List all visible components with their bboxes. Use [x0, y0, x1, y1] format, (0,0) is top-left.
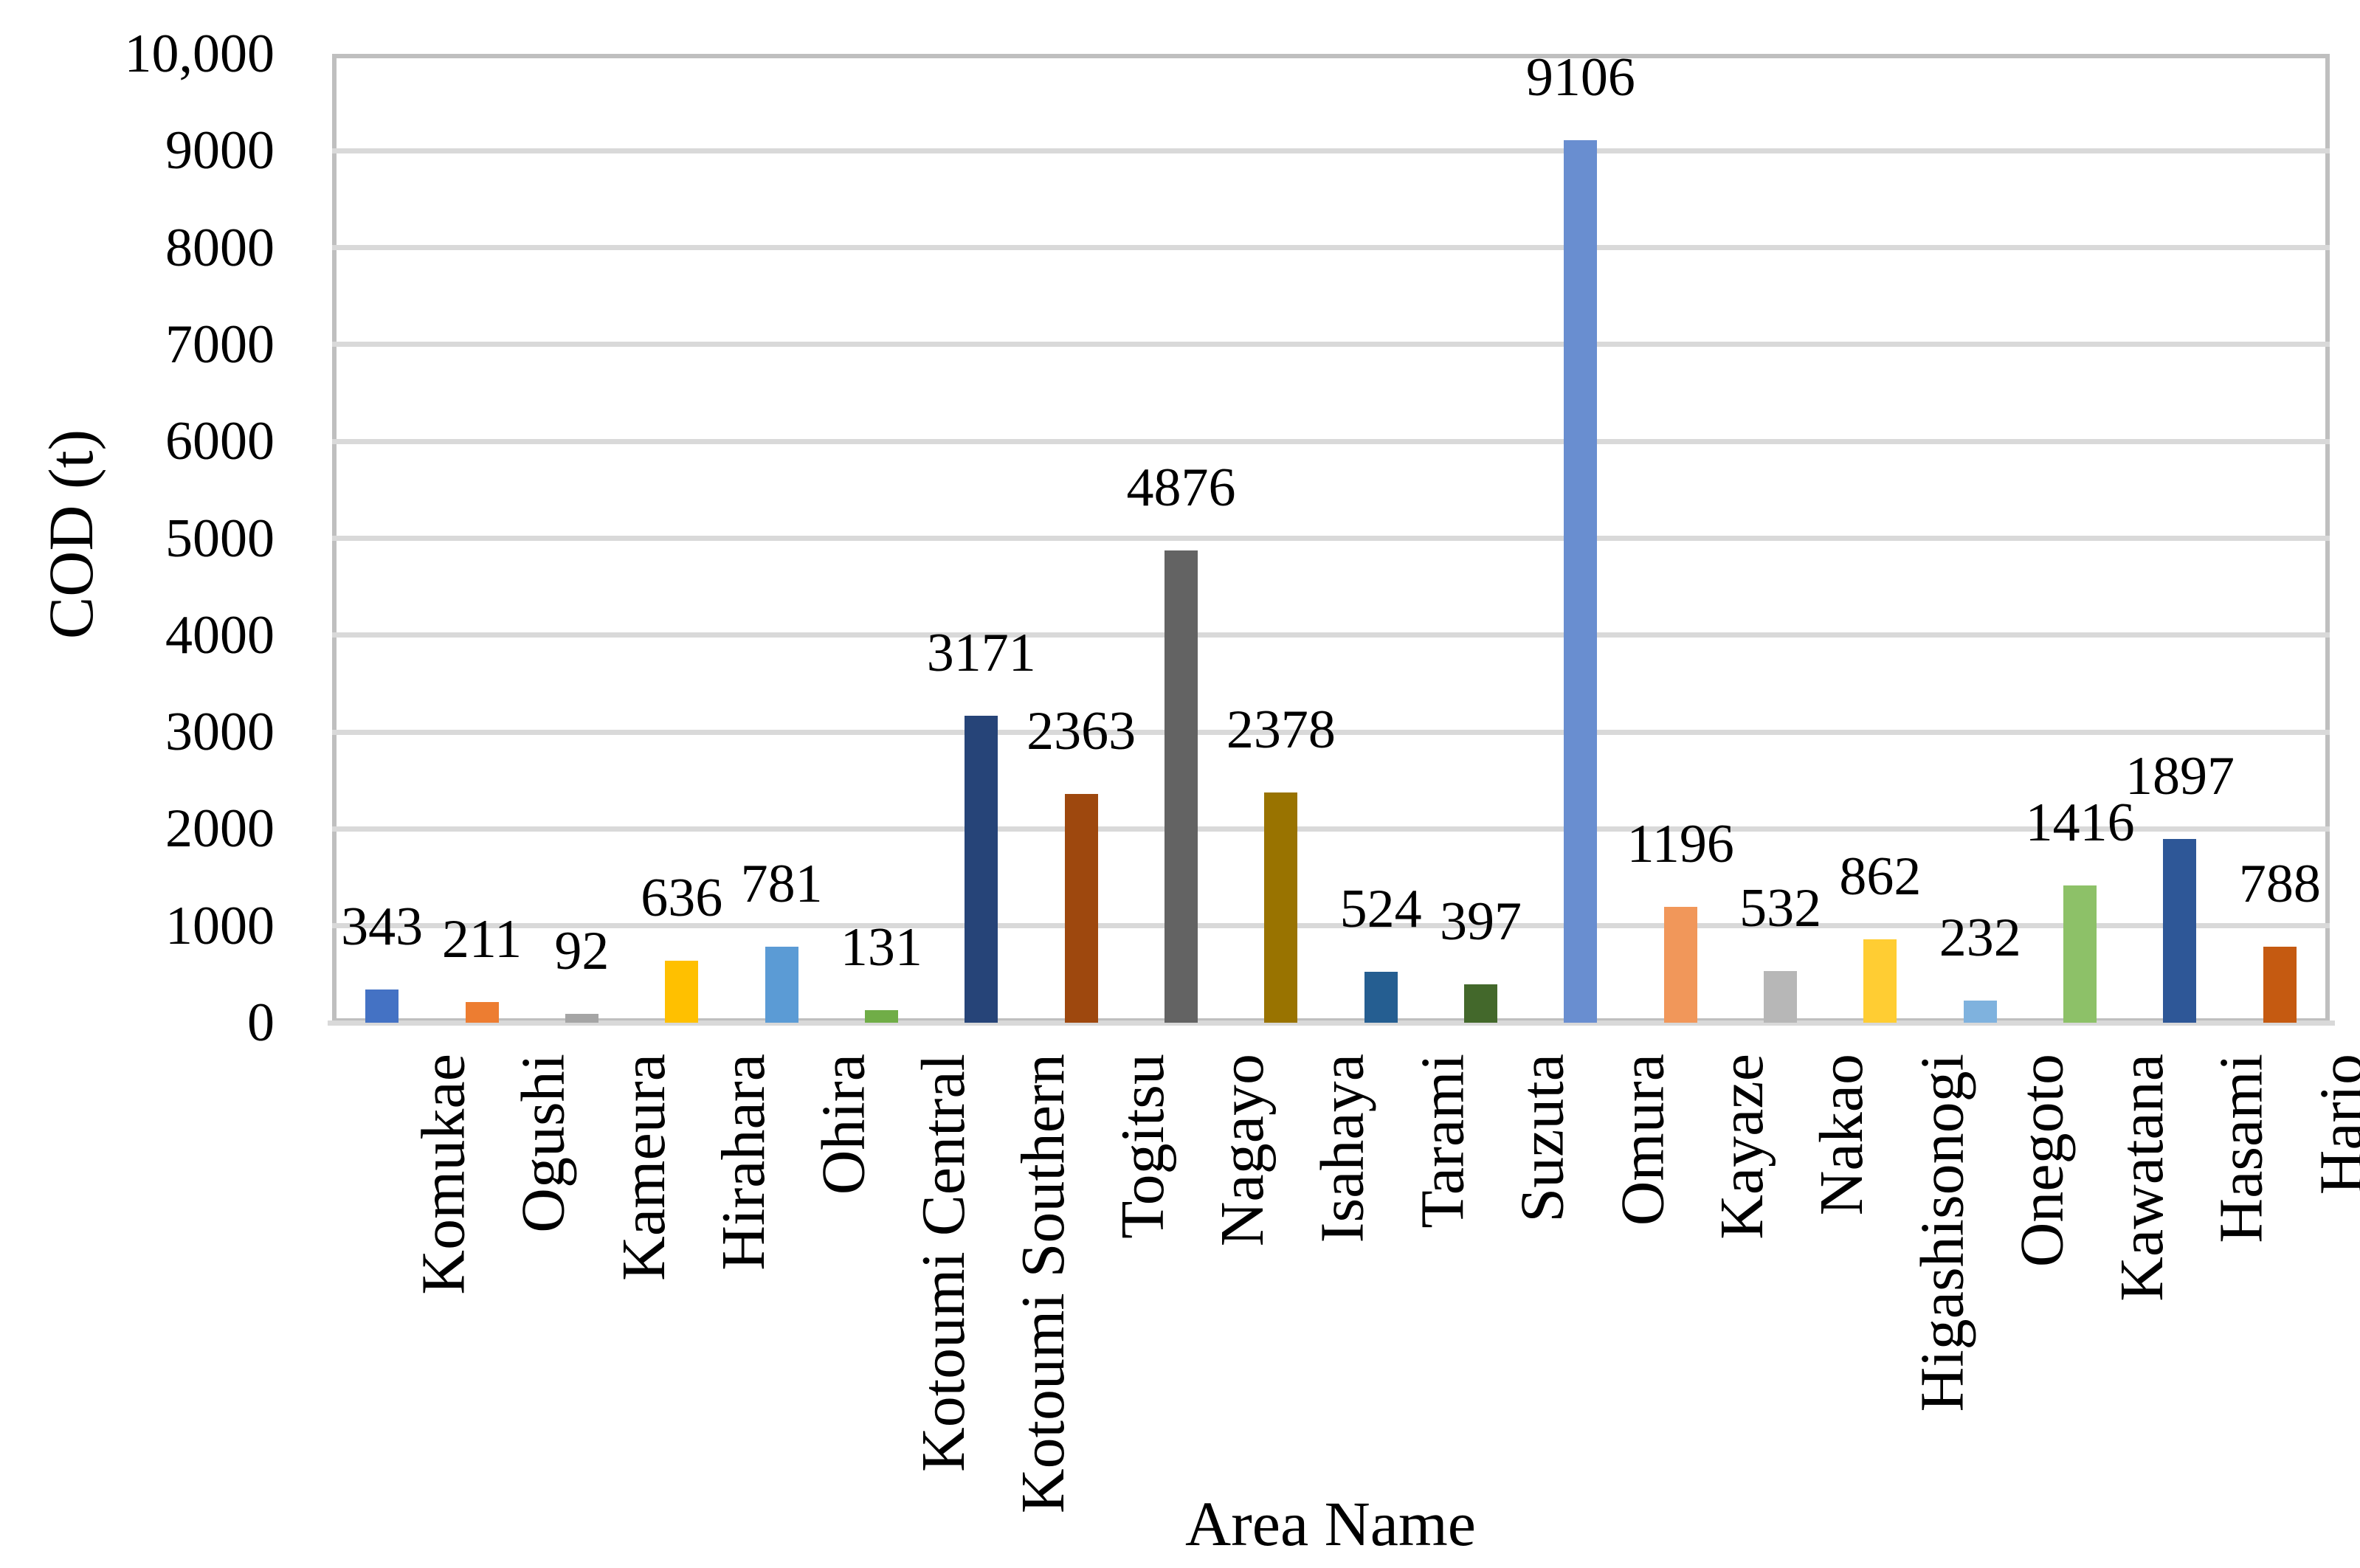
data-label-omura: 9106 [1525, 47, 1635, 108]
bar-kayaze [1663, 907, 1697, 1023]
x-category-label-kawatana: Kawatana [2107, 1054, 2176, 1302]
data-label-togitsu: 2363 [1027, 701, 1136, 761]
x-category-label-komukae: Komukae [409, 1054, 478, 1295]
x-category-label-togitsu: Togitsu [1108, 1054, 1178, 1239]
x-category-label-suzuta: Suzuta [1508, 1054, 1577, 1223]
bar-omura [1564, 140, 1598, 1023]
bar-hario [2263, 947, 2297, 1023]
y-tick-label-9000: 9000 [165, 120, 275, 182]
x-category-label-omura: Omura [1607, 1054, 1677, 1226]
data-label-hasami: 1897 [2125, 746, 2235, 807]
gridline-2000 [332, 826, 2330, 832]
y-tick-label-2000: 2000 [165, 798, 275, 860]
y-tick-label-5000: 5000 [165, 508, 275, 569]
x-category-label-ohira: Ohira [809, 1054, 878, 1195]
data-label-nakao: 532 [1739, 878, 1822, 939]
data-label-kayaze: 1196 [1626, 814, 1734, 874]
gridline-1000 [332, 923, 2330, 929]
x-axis-line [328, 1020, 2335, 1026]
x-category-label-hirahara: Hirahara [708, 1054, 778, 1271]
bar-ogushi [465, 1002, 499, 1023]
data-label-isahaya: 2378 [1226, 700, 1336, 760]
x-category-label-kayaze: Kayaze [1708, 1054, 1777, 1240]
x-category-label-nakao: Nakao [1807, 1054, 1877, 1216]
x-axis-title: Area Name [1185, 1488, 1476, 1559]
bar-kameura [565, 1014, 598, 1023]
bar-suzuta [1464, 984, 1498, 1023]
x-category-label-nagayo: Nagayo [1208, 1054, 1277, 1247]
data-label-hario: 788 [2238, 854, 2321, 914]
x-category-label-higashisonogi: Higashisonogi [1907, 1054, 1976, 1412]
data-label-ohira: 781 [740, 854, 823, 914]
data-label-komukae: 343 [341, 897, 424, 957]
gridline-6000 [332, 438, 2330, 444]
bar-kotoumi-southern [965, 716, 998, 1023]
gridline-3000 [332, 729, 2330, 735]
y-axis-title: COD (t) [35, 429, 106, 640]
x-category-label-ogushi: Ogushi [509, 1054, 579, 1233]
bar-hasami [2163, 839, 2197, 1023]
y-tick-label-3000: 3000 [165, 702, 275, 763]
y-tick-label-1000: 1000 [165, 895, 275, 956]
y-tick-label-8000: 8000 [165, 217, 275, 278]
data-label-tarami: 524 [1339, 879, 1422, 939]
data-label-higashisonogi: 862 [1839, 846, 1922, 907]
data-label-ogushi: 211 [441, 909, 522, 970]
y-tick-label-10000: 10,000 [124, 24, 275, 84]
gridline-5000 [332, 536, 2330, 541]
data-label-suzuta: 397 [1440, 891, 1522, 952]
y-tick-label-4000: 4000 [165, 604, 275, 666]
bar-togitsu [1064, 794, 1098, 1023]
y-tick-label-7000: 7000 [165, 314, 275, 375]
data-label-kotoumi-central: 131 [840, 917, 922, 978]
x-category-label-onegoto: Onegoto [2007, 1054, 2077, 1268]
gridline-9000 [332, 148, 2330, 153]
x-category-label-isahaya: Isahaya [1308, 1054, 1377, 1243]
bar-onegoto [1963, 1001, 1997, 1023]
gridline-4000 [332, 632, 2330, 638]
bar-tarami [1364, 972, 1398, 1023]
bar-ohira [765, 947, 798, 1023]
bar-nakao [1764, 971, 1798, 1023]
bar-nagayo [1164, 550, 1198, 1023]
y-tick-label-6000: 6000 [165, 411, 275, 472]
gridline-7000 [332, 342, 2330, 348]
x-category-label-hario: Hario [2307, 1054, 2360, 1195]
x-category-label-kotoumi-southern: Kotoumi Southern [1008, 1054, 1077, 1513]
data-label-onegoto: 232 [1939, 908, 2021, 968]
bar-kawatana [2063, 885, 2097, 1023]
x-category-label-kotoumi-central: Kotoumi Central [908, 1054, 978, 1472]
x-category-label-tarami: Tarami [1408, 1054, 1477, 1229]
gridline-8000 [332, 245, 2330, 251]
x-category-label-hasami: Hasami [2207, 1054, 2276, 1243]
data-label-kawatana: 1416 [2025, 792, 2135, 853]
data-label-kotoumi-southern: 3171 [926, 623, 1036, 683]
bar-komukae [365, 990, 399, 1023]
bar-higashisonogi [1863, 939, 1897, 1023]
data-label-hirahara: 636 [641, 868, 723, 928]
x-category-label-kameura: Kameura [609, 1054, 678, 1281]
data-label-nagayo: 4876 [1126, 457, 1236, 518]
bar-kotoumi-central [864, 1010, 898, 1023]
y-tick-label-0: 0 [247, 992, 275, 1053]
bar-isahaya [1264, 792, 1298, 1023]
data-label-kameura: 92 [554, 921, 610, 981]
bar-hirahara [665, 961, 699, 1023]
